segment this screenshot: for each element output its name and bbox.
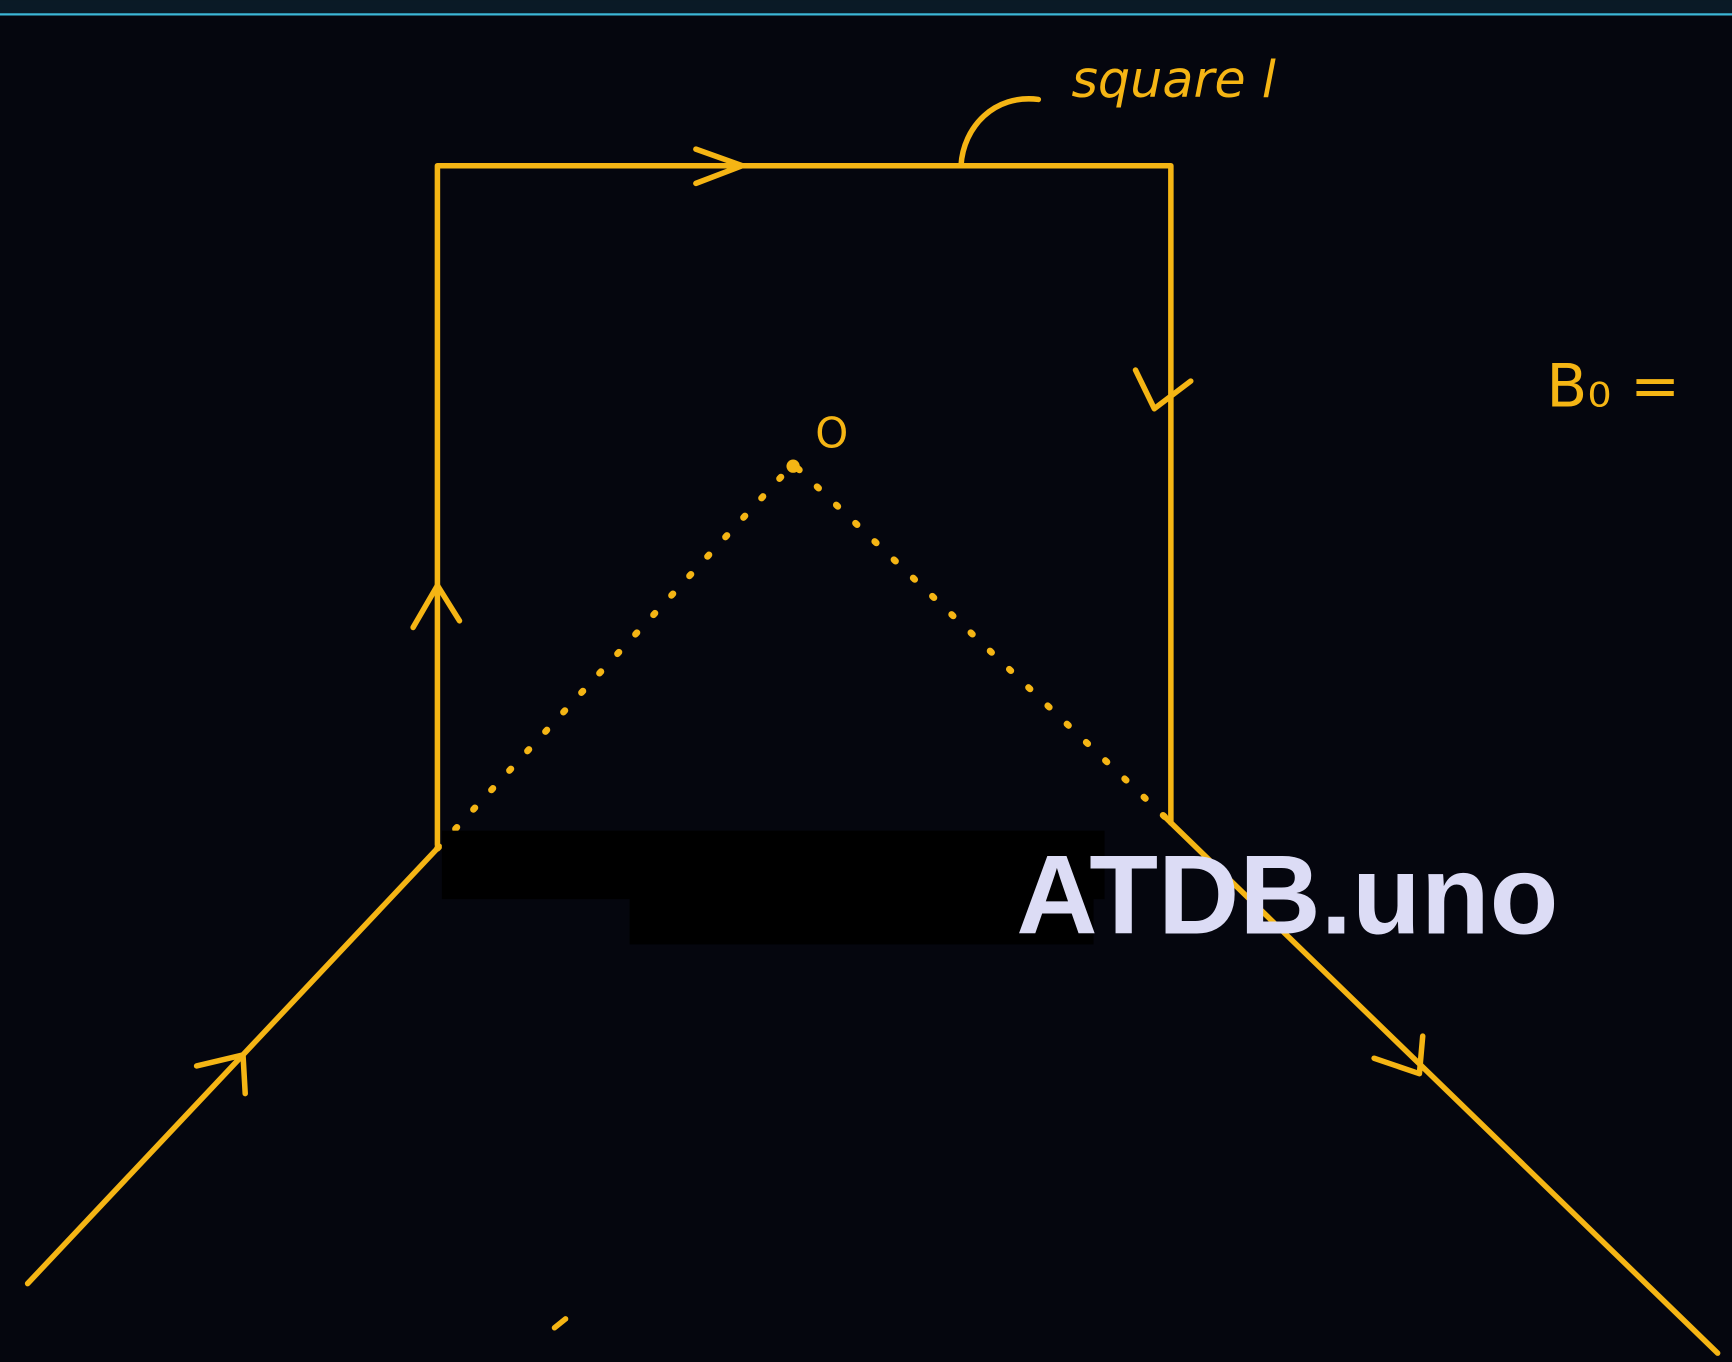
field-label: B₀ = bbox=[1546, 353, 1680, 422]
arrow-out bbox=[1371, 1033, 1426, 1077]
arrow-right bbox=[1132, 367, 1194, 412]
side-label: square l bbox=[1071, 50, 1275, 109]
top-bar bbox=[0, 0, 1732, 14]
center-point bbox=[786, 459, 800, 473]
dot bbox=[551, 1316, 569, 1331]
pointer bbox=[958, 96, 1042, 169]
watermark: ATDB.uno bbox=[1016, 831, 1558, 957]
square-loop bbox=[434, 162, 1174, 848]
arrow-in bbox=[193, 1052, 248, 1097]
watermark-bg bbox=[629, 883, 1094, 945]
incoming-wire bbox=[24, 845, 441, 1287]
center-label: O bbox=[815, 408, 848, 457]
arrow-top bbox=[693, 146, 746, 187]
arrow-left bbox=[410, 582, 463, 631]
outgoing-wire bbox=[1162, 814, 1721, 1356]
